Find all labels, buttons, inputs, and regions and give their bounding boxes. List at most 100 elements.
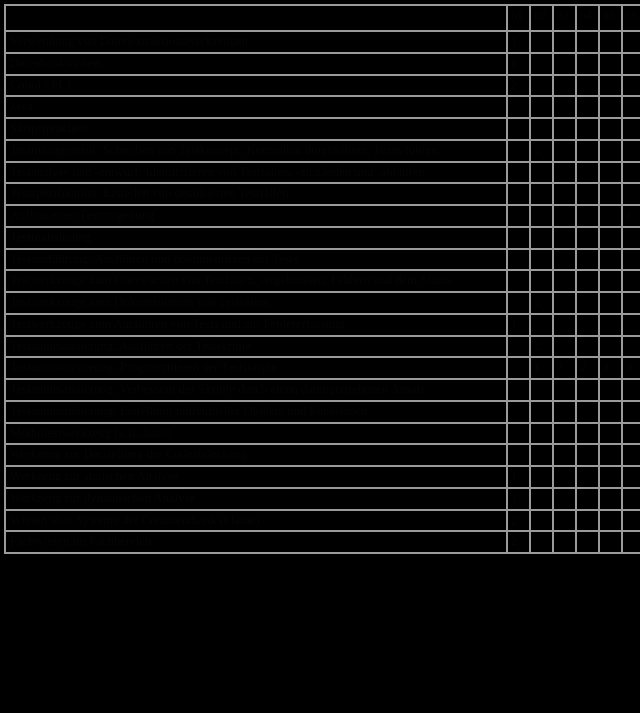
rating-cell[interactable] — [623, 510, 640, 531]
rating-cell[interactable] — [554, 206, 575, 226]
rating-cell[interactable] — [577, 53, 598, 74]
rating-cell[interactable] — [623, 75, 640, 96]
rating-cell[interactable] — [623, 249, 640, 270]
rating-cell[interactable] — [531, 32, 552, 52]
rating-cell[interactable] — [508, 227, 529, 248]
rating-cell[interactable] — [600, 380, 621, 400]
rating-cell[interactable] — [531, 532, 552, 552]
rating-cell[interactable] — [623, 336, 640, 357]
rating-cell[interactable] — [600, 140, 621, 161]
rating-cell[interactable] — [554, 227, 575, 248]
rating-cell[interactable] — [623, 140, 640, 161]
rating-cell[interactable] — [600, 445, 621, 465]
rating-cell[interactable] — [577, 336, 598, 357]
rating-cell[interactable] — [508, 184, 529, 204]
rating-cell[interactable] — [508, 293, 529, 313]
rating-cell[interactable] — [531, 271, 552, 291]
rating-cell[interactable] — [577, 32, 598, 52]
rating-cell[interactable] — [600, 423, 621, 444]
rating-cell[interactable] — [531, 510, 552, 531]
rating-cell[interactable] — [554, 380, 575, 400]
rating-cell[interactable] — [577, 206, 598, 226]
rating-cell[interactable] — [508, 358, 529, 378]
rating-cell[interactable] — [600, 75, 621, 96]
rating-cell[interactable] — [623, 119, 640, 139]
rating-cell[interactable] — [554, 467, 575, 487]
rating-cell[interactable] — [577, 445, 598, 465]
rating-cell[interactable] — [600, 227, 621, 248]
rating-cell[interactable] — [554, 271, 575, 291]
rating-cell[interactable] — [577, 227, 598, 248]
rating-cell[interactable] — [600, 271, 621, 291]
rating-cell[interactable] — [623, 467, 640, 487]
rating-cell[interactable] — [508, 206, 529, 226]
rating-cell[interactable]: 2 — [508, 75, 529, 96]
rating-cell[interactable] — [531, 380, 552, 400]
rating-cell[interactable] — [577, 488, 598, 509]
rating-cell[interactable] — [554, 53, 575, 74]
rating-cell[interactable] — [554, 401, 575, 422]
rating-cell[interactable] — [508, 445, 529, 465]
rating-cell[interactable] — [554, 336, 575, 357]
rating-cell[interactable] — [600, 336, 621, 357]
rating-cell[interactable] — [600, 162, 621, 183]
rating-cell[interactable] — [577, 140, 598, 161]
rating-cell[interactable]: 2 — [531, 140, 552, 161]
rating-cell[interactable]: 1 — [508, 53, 529, 74]
rating-cell[interactable] — [600, 532, 621, 552]
rating-cell[interactable] — [600, 97, 621, 117]
rating-cell[interactable] — [600, 32, 621, 52]
rating-cell[interactable] — [508, 140, 529, 161]
rating-cell[interactable] — [623, 314, 640, 335]
rating-cell[interactable] — [554, 532, 575, 552]
rating-cell[interactable] — [600, 184, 621, 204]
rating-cell[interactable]: 2 — [508, 510, 529, 531]
rating-cell[interactable] — [554, 140, 575, 161]
rating-cell[interactable] — [577, 510, 598, 531]
rating-cell[interactable] — [577, 532, 598, 552]
rating-cell[interactable] — [554, 314, 575, 335]
rating-cell[interactable] — [531, 467, 552, 487]
rating-cell[interactable] — [554, 119, 575, 139]
rating-cell[interactable] — [577, 314, 598, 335]
rating-cell[interactable] — [600, 488, 621, 509]
rating-cell[interactable] — [531, 314, 552, 335]
rating-cell[interactable] — [577, 293, 598, 313]
rating-cell[interactable] — [577, 423, 598, 444]
rating-cell[interactable] — [531, 423, 552, 444]
rating-cell[interactable] — [531, 445, 552, 465]
rating-cell[interactable] — [508, 423, 529, 444]
rating-cell[interactable] — [623, 380, 640, 400]
rating-cell[interactable]: 1 — [623, 206, 640, 226]
rating-cell[interactable] — [623, 97, 640, 117]
rating-cell[interactable] — [577, 184, 598, 204]
rating-cell[interactable]: 1 — [508, 314, 529, 335]
rating-cell[interactable] — [554, 249, 575, 270]
rating-cell[interactable]: 2 — [531, 336, 552, 357]
rating-cell[interactable] — [623, 162, 640, 183]
rating-cell[interactable] — [600, 249, 621, 270]
rating-cell[interactable] — [531, 75, 552, 96]
rating-cell[interactable] — [531, 119, 552, 139]
rating-cell[interactable] — [623, 423, 640, 444]
rating-cell[interactable] — [508, 119, 529, 139]
rating-cell[interactable] — [508, 401, 529, 422]
rating-cell[interactable]: 2 — [554, 358, 575, 378]
rating-cell[interactable] — [623, 227, 640, 248]
rating-cell[interactable] — [508, 336, 529, 357]
rating-cell[interactable] — [554, 184, 575, 204]
rating-cell[interactable] — [600, 401, 621, 422]
rating-cell[interactable]: 3 — [600, 358, 621, 378]
rating-cell[interactable]: 1 — [531, 358, 552, 378]
rating-cell[interactable] — [531, 401, 552, 422]
rating-cell[interactable] — [531, 227, 552, 248]
rating-cell[interactable]: 2 — [508, 532, 529, 552]
rating-cell[interactable] — [623, 532, 640, 552]
rating-cell[interactable] — [508, 249, 529, 270]
rating-cell[interactable] — [508, 97, 529, 117]
rating-cell[interactable] — [577, 119, 598, 139]
rating-cell[interactable] — [623, 271, 640, 291]
rating-cell[interactable]: 1 — [508, 467, 529, 487]
rating-cell[interactable] — [531, 53, 552, 74]
rating-cell[interactable] — [554, 445, 575, 465]
